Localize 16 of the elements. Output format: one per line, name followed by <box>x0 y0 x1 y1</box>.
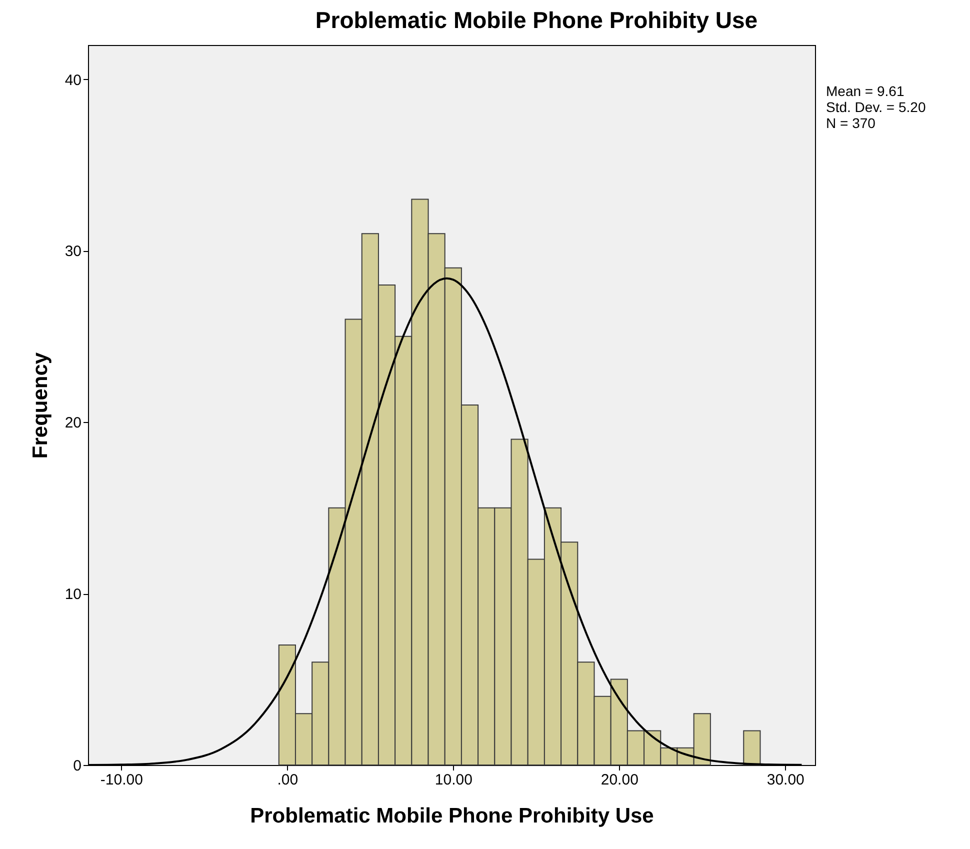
text: Std. Dev. = 5.20 <box>826 99 926 115</box>
y-axis-title: Frequency <box>28 352 52 459</box>
x-tick-label: -10.00 <box>100 772 143 788</box>
text: Mean = 9.61 <box>826 83 904 99</box>
chart-title: Problematic Mobile Phone Prohibity Use <box>315 7 758 33</box>
x-tick-label: 10.00 <box>434 772 472 788</box>
y-tick-label: 10 <box>64 586 82 604</box>
x-tick-label: 30.00 <box>766 772 804 788</box>
y-tick-label: 20 <box>64 414 82 432</box>
y-tick-label: 0 <box>73 758 82 774</box>
y-tick-label: 40 <box>64 72 82 89</box>
y-tick-label: 30 <box>64 243 82 260</box>
x-tick-label: .00 <box>277 772 298 788</box>
x-axis-title: Problematic Mobile Phone Prohibity Use <box>250 804 654 828</box>
x-tick-label: 20.00 <box>600 772 638 788</box>
text: N = 370 <box>826 115 876 131</box>
